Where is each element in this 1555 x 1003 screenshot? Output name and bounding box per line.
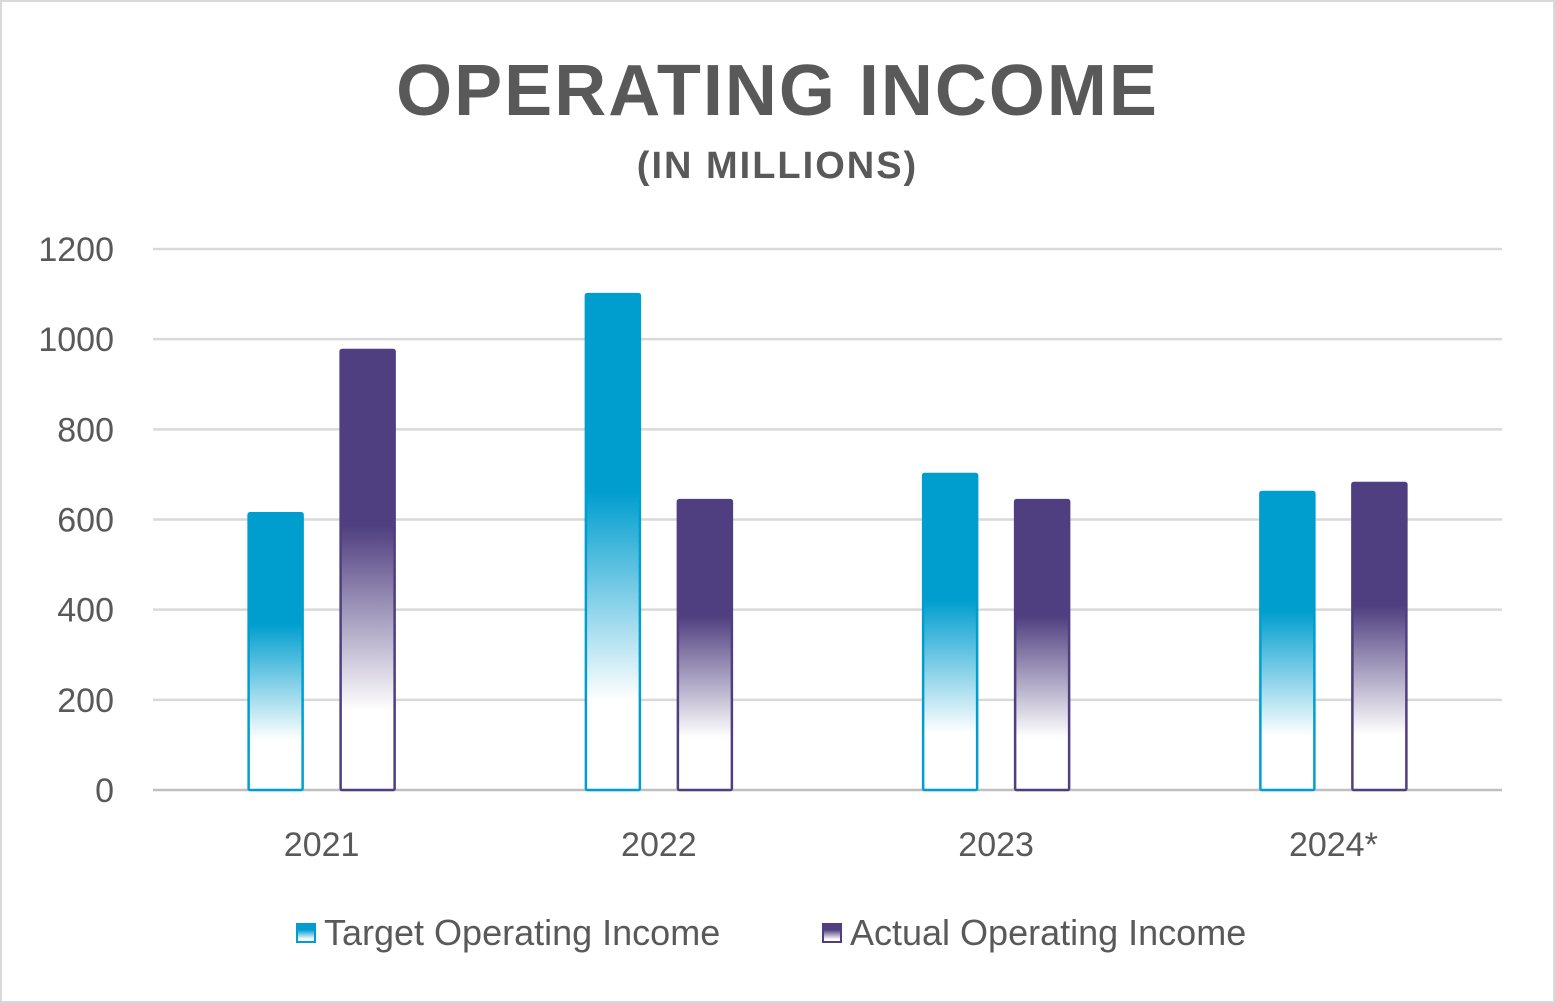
legend-label-target: Target Operating Income (324, 912, 721, 953)
chart-subtitle: (IN MILLIONS) (636, 145, 919, 187)
x-tick-label: 2023 (958, 826, 1034, 864)
y-tick-label: 200 (57, 682, 114, 720)
legend-item-target: Target Operating Income (296, 912, 720, 954)
x-tick-label: 2021 (284, 826, 360, 864)
legend-swatch-target (296, 923, 316, 943)
y-tick-label: 600 (57, 502, 114, 540)
bar-target-2024* (1259, 490, 1316, 792)
y-tick-label: 1000 (38, 321, 114, 359)
chart-title: OPERATING INCOME (396, 51, 1159, 131)
y-tick-label: 400 (57, 592, 114, 630)
bar-target-2023 (921, 472, 979, 792)
legend-label-actual: Actual Operating Income (850, 912, 1247, 953)
y-tick-label: 1200 (38, 231, 114, 269)
bar-actual-2022 (676, 498, 734, 792)
x-tick-label: 2024* (1289, 826, 1378, 864)
x-tick-label: 2022 (621, 826, 697, 864)
bar-actual-2024* (1351, 481, 1408, 792)
y-tick-label: 800 (57, 411, 114, 449)
bar-actual-2021 (339, 348, 396, 792)
bar-actual-2023 (1013, 498, 1071, 792)
bar-target-2021 (247, 511, 304, 792)
y-tick-label: 0 (95, 772, 114, 810)
bar-target-2022 (584, 292, 642, 792)
legend-item-actual: Actual Operating Income (822, 912, 1246, 954)
legend-swatch-actual (822, 923, 842, 943)
